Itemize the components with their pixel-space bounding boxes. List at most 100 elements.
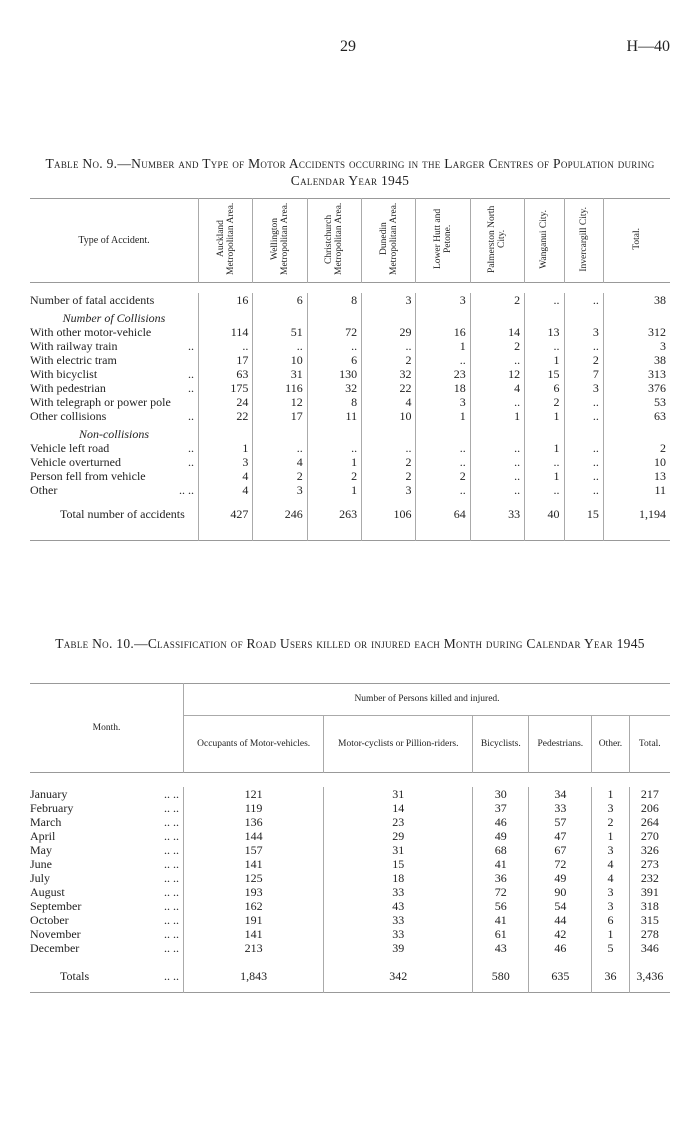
cell: 1: [469, 408, 525, 423]
cell: 1: [591, 828, 630, 843]
page-code: H—40: [626, 38, 670, 55]
leader: .. ..: [164, 926, 179, 941]
table-row: Person fell from vehicle 4 2 2 2 2.. 1.. 13: [30, 468, 670, 483]
group-header: Number of Persons killed and injured.: [183, 683, 670, 716]
cell: 33: [469, 496, 525, 541]
cell: 2: [602, 440, 670, 455]
cell: 18: [415, 380, 471, 395]
header-row: Occupants of Motor-vehicles. Motor-cyclis…: [30, 715, 670, 773]
row-label: With other motor-vehicle: [30, 325, 194, 339]
cell: 2: [469, 292, 525, 307]
cell: 2: [469, 338, 525, 353]
cell: 17: [197, 352, 253, 367]
cell: 46: [472, 814, 529, 829]
cell: 33: [528, 800, 592, 815]
cell: ..: [563, 408, 604, 423]
cell: [469, 306, 525, 325]
cell: 1,843: [182, 954, 324, 993]
leader: ..: [188, 338, 194, 353]
row-label: October .. ..: [30, 913, 179, 927]
cell: 318: [628, 898, 670, 913]
cell: 22: [361, 380, 416, 395]
cell: ..: [306, 440, 362, 455]
label-text: With bicyclist: [30, 366, 98, 381]
cell: 125: [182, 870, 324, 885]
cell: ..: [469, 468, 525, 483]
column-header: Invercargill City.: [563, 198, 604, 283]
cell: 29: [361, 324, 416, 339]
cell: 3: [591, 884, 630, 899]
cell: 12: [252, 394, 308, 409]
leader: .. ..: [164, 912, 179, 927]
label-text: August: [30, 884, 65, 899]
row-label: With electric tram: [30, 353, 194, 367]
column-header: Bicyclists.: [472, 715, 529, 773]
cell: 51: [252, 324, 308, 339]
table-row: April .. .. 144 29 49 47 1 270: [30, 828, 670, 843]
row-label-cell: Person fell from vehicle: [30, 469, 199, 483]
cell: 46: [528, 940, 592, 955]
cell: 14: [469, 324, 525, 339]
row-label-cell: Vehicle overturned..: [30, 455, 199, 469]
table-row: With telegraph or power pole 24 12 8 4 3.. 2..…: [30, 394, 670, 409]
table-row: With other motor-vehicle 114 51 72 29 16 14 13 3…: [30, 324, 670, 339]
cell: ..: [252, 338, 308, 353]
table-row: Number of fatal accidents 16 6 8 3 3 2.... 38: [30, 292, 670, 307]
cell: 3: [415, 394, 471, 409]
cell: 4: [469, 380, 525, 395]
cell: 13: [524, 324, 565, 339]
page-number: 29: [340, 38, 356, 55]
cell: 3: [197, 454, 253, 469]
cell: ..: [469, 440, 525, 455]
row-label-cell: With railway train..: [30, 339, 199, 353]
cell: ..: [524, 338, 565, 353]
row-label: November .. ..: [30, 927, 179, 941]
cell: ..: [415, 454, 471, 469]
cell: 635: [528, 954, 592, 993]
label-text: November: [30, 926, 81, 941]
cell: 40: [524, 496, 565, 541]
leader: ..: [188, 408, 194, 423]
cell: 39: [323, 940, 473, 955]
cell: 54: [528, 898, 592, 913]
column-header: Lower Hutt and Petone.: [415, 198, 471, 283]
row-label: June .. ..: [30, 857, 179, 871]
row-label: Vehicle left road..: [30, 441, 194, 455]
table-row: Number of Collisions: [30, 306, 670, 325]
cell: 1: [415, 338, 471, 353]
cell: 4: [252, 454, 308, 469]
cell: 2: [306, 468, 362, 483]
row-label-cell: Vehicle left road..: [30, 441, 199, 455]
table-row: July .. .. 125 18 36 49 4 232: [30, 870, 670, 885]
cell: 4: [591, 870, 630, 885]
label-text: June: [30, 856, 52, 871]
cell: 6: [306, 352, 362, 367]
cell: 157: [182, 842, 324, 857]
cell: 49: [528, 870, 592, 885]
cell: ..: [361, 338, 416, 353]
table-title: Table No. 10.—Classification of Road Use…: [55, 636, 645, 651]
column-header: Christchurch Metropolitan Area.: [306, 198, 362, 283]
cell: 6: [524, 380, 565, 395]
row-label: January .. ..: [30, 787, 179, 801]
cell: 42: [528, 926, 592, 941]
cell: 278: [628, 926, 670, 941]
leader: ..: [188, 366, 194, 381]
cell: 44: [528, 912, 592, 927]
cell: 264: [628, 814, 670, 829]
row-label: With pedestrian..: [30, 381, 194, 395]
cell: 6: [252, 292, 308, 307]
label-text: May: [30, 842, 52, 857]
cell: 67: [528, 842, 592, 857]
cell: [252, 422, 308, 441]
table-row: October .. .. 191 33 41 44 6 315: [30, 912, 670, 927]
label-text: July: [30, 870, 51, 885]
cell: 116: [252, 380, 308, 395]
cell: 10: [252, 352, 308, 367]
cell: ..: [563, 482, 604, 497]
road-users-table: Month. Number of Persons killed and injur…: [30, 683, 670, 993]
cell: 580: [472, 954, 529, 993]
row-label-cell: September .. ..: [30, 899, 184, 913]
cell: 217: [628, 786, 670, 801]
